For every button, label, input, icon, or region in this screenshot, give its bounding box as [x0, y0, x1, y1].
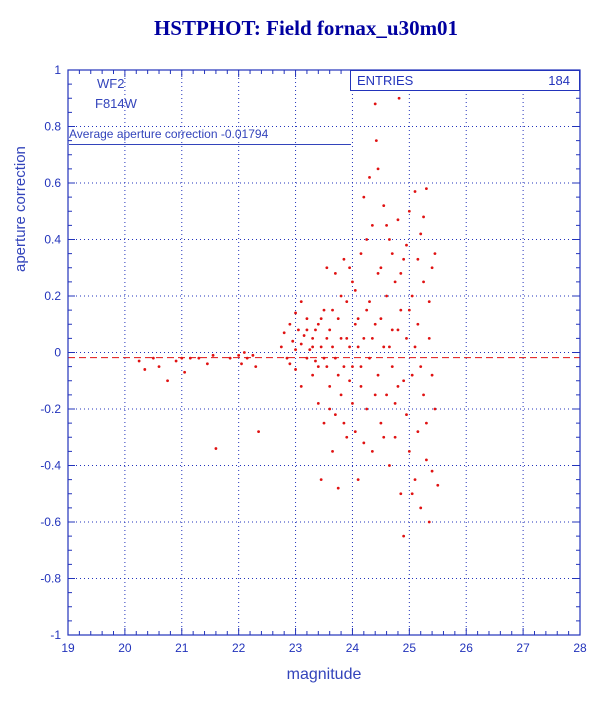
camera-label: WF2	[97, 76, 125, 91]
y-tick-label: 1	[54, 63, 61, 77]
x-tick-label: 23	[289, 641, 303, 655]
y-tick-label: -0.4	[40, 459, 61, 473]
filter-label: F814W	[95, 96, 137, 111]
x-tick-label: 19	[61, 641, 75, 655]
average-correction-annotation: Average aperture correction -0.01794	[69, 127, 351, 145]
stats-label: ENTRIES	[357, 73, 414, 88]
x-tick-label: 21	[175, 641, 189, 655]
y-tick-label: -0.2	[40, 402, 61, 416]
x-tick-label: 28	[573, 641, 587, 655]
x-tick-label: 22	[232, 641, 246, 655]
chart-title: HSTPHOT: Field fornax_u30m01	[153, 16, 459, 40]
x-tick-label: 24	[346, 641, 360, 655]
y-tick-label: -1	[50, 628, 61, 642]
y-tick-label: 0	[54, 346, 61, 360]
y-tick-label: 0.2	[44, 289, 61, 303]
y-axis-label: aperture correction	[12, 146, 29, 272]
y-tick-label: -0.8	[40, 572, 61, 586]
y-tick-label: 0.6	[44, 176, 61, 190]
x-tick-label: 26	[460, 641, 474, 655]
x-tick-label: 20	[118, 641, 132, 655]
x-tick-label: 27	[516, 641, 530, 655]
y-tick-label: 0.4	[44, 233, 61, 247]
stats-value: 184	[548, 73, 570, 88]
y-tick-label: 0.8	[44, 120, 61, 134]
x-axis-label: magnitude	[286, 666, 362, 683]
y-tick-label: -0.6	[40, 515, 61, 529]
x-tick-label: 25	[403, 641, 417, 655]
stats-box: ENTRIES 184	[350, 70, 580, 91]
